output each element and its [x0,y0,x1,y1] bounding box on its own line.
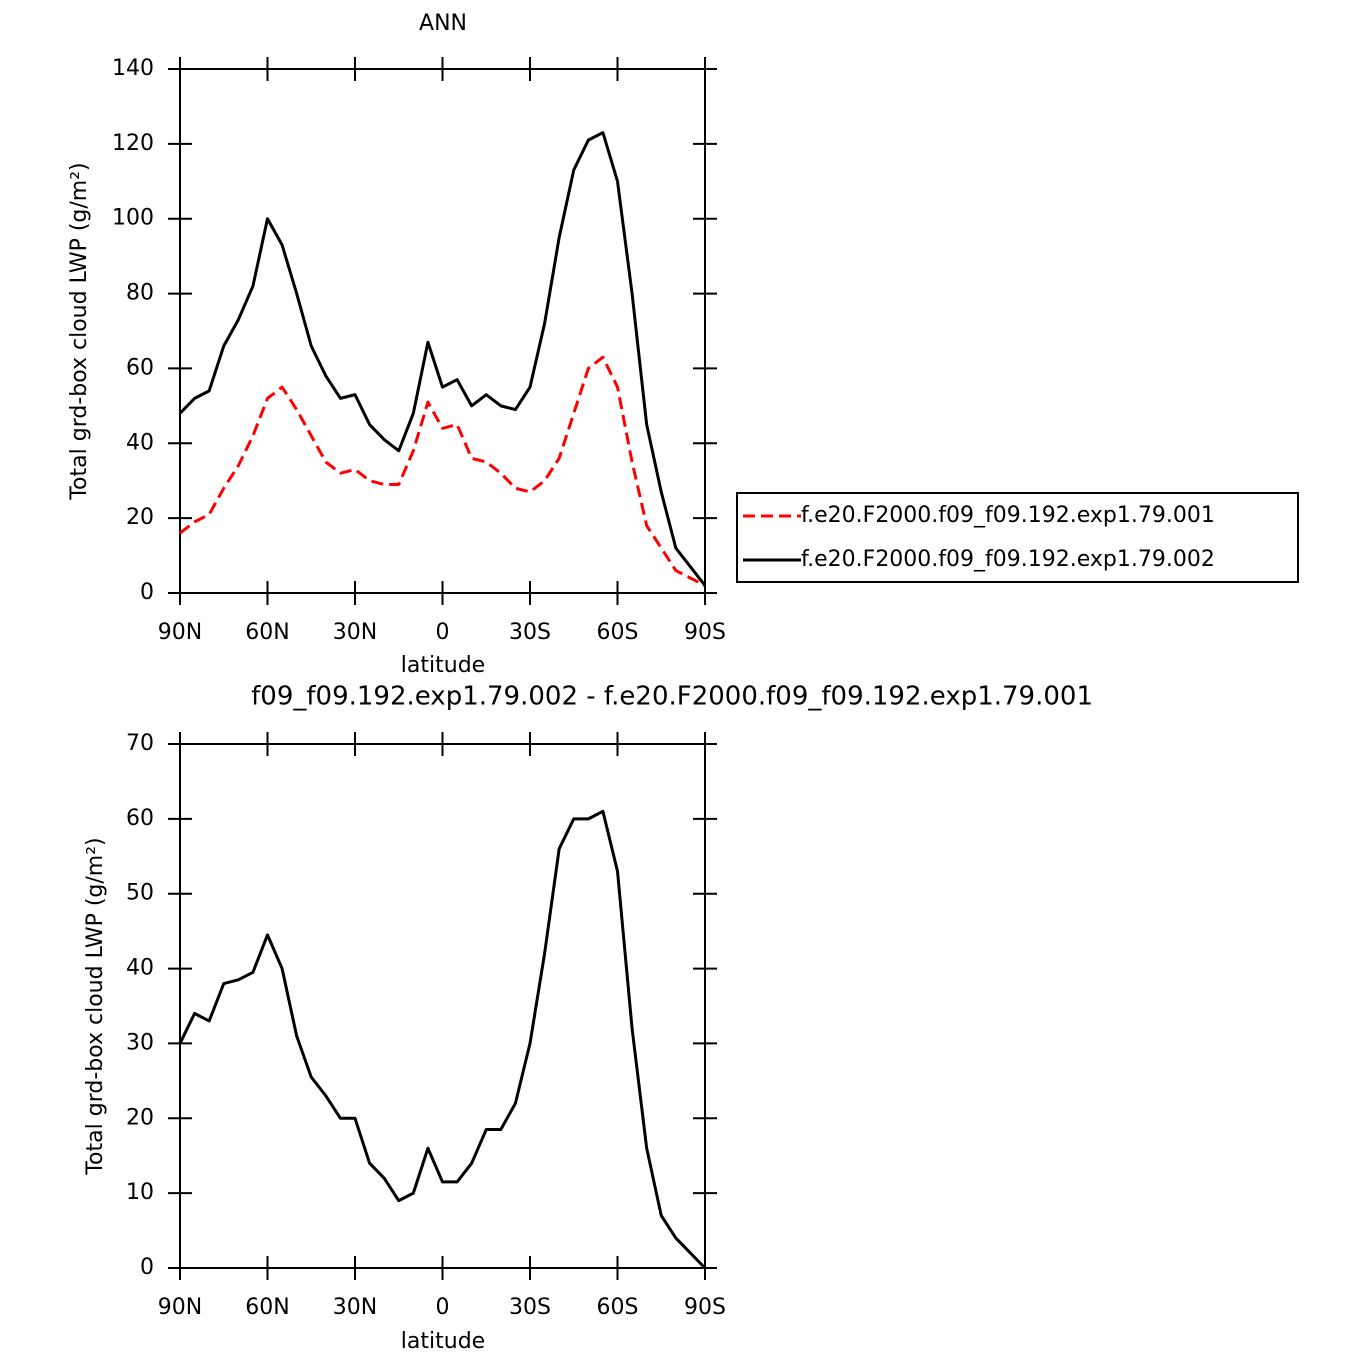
x-tick-label: 60N [245,1295,289,1320]
y-tick-label: 30 [126,1030,154,1055]
y-tick-label: 80 [126,281,154,306]
x-tick-label: 60S [597,620,639,645]
chart-title: f09_f09.192.exp1.79.002 - f.e20.F2000.f0… [251,682,1093,712]
y-tick-label: 140 [112,56,154,81]
y-tick-label: 40 [126,430,154,455]
plot-frame [179,68,706,594]
x-tick-label: 90N [158,1295,202,1320]
y-tick-label: 70 [126,731,154,756]
x-axis-label: latitude [401,653,485,678]
x-tick-label: 30N [333,1295,377,1320]
y-tick-label: 0 [140,580,154,605]
data-line [178,809,707,1270]
y-tick-label: 20 [126,1105,154,1130]
x-tick-label: 30S [509,1295,551,1320]
x-tick-label: 60N [245,620,289,645]
x-tick-label: 0 [436,620,450,645]
x-axis-label: latitude [401,1329,485,1354]
x-tick-label: 30N [333,620,377,645]
x-tick-label: 90S [684,620,726,645]
data-line [178,131,707,587]
x-tick-label: 0 [436,1295,450,1320]
legend-label: f.e20.F2000.f09_f09.192.exp1.79.001 [801,503,1215,528]
y-tick-label: 10 [126,1180,154,1205]
x-tick-label: 30S [509,620,551,645]
y-tick-label: 40 [126,956,154,981]
chart-title: ANN [419,11,467,36]
x-tick-label: 90S [684,1295,726,1320]
y-tick-label: 100 [112,206,154,231]
x-tick-label: 90N [158,620,202,645]
data-line [179,355,706,587]
y-tick-label: 50 [126,881,154,906]
y-tick-label: 60 [126,806,154,831]
y-tick-label: 0 [140,1255,154,1280]
legend-box [736,492,1299,583]
y-axis-label: Total grd-box cloud LWP (g/m²) [67,162,92,500]
plot-frame [179,743,706,1269]
y-tick-label: 60 [126,355,154,380]
legend-label: f.e20.F2000.f09_f09.192.exp1.79.002 [801,547,1215,572]
x-tick-label: 60S [597,1295,639,1320]
y-tick-label: 20 [126,505,154,530]
y-tick-label: 120 [112,131,154,156]
y-axis-label: Total grd-box cloud LWP (g/m²) [83,837,108,1175]
